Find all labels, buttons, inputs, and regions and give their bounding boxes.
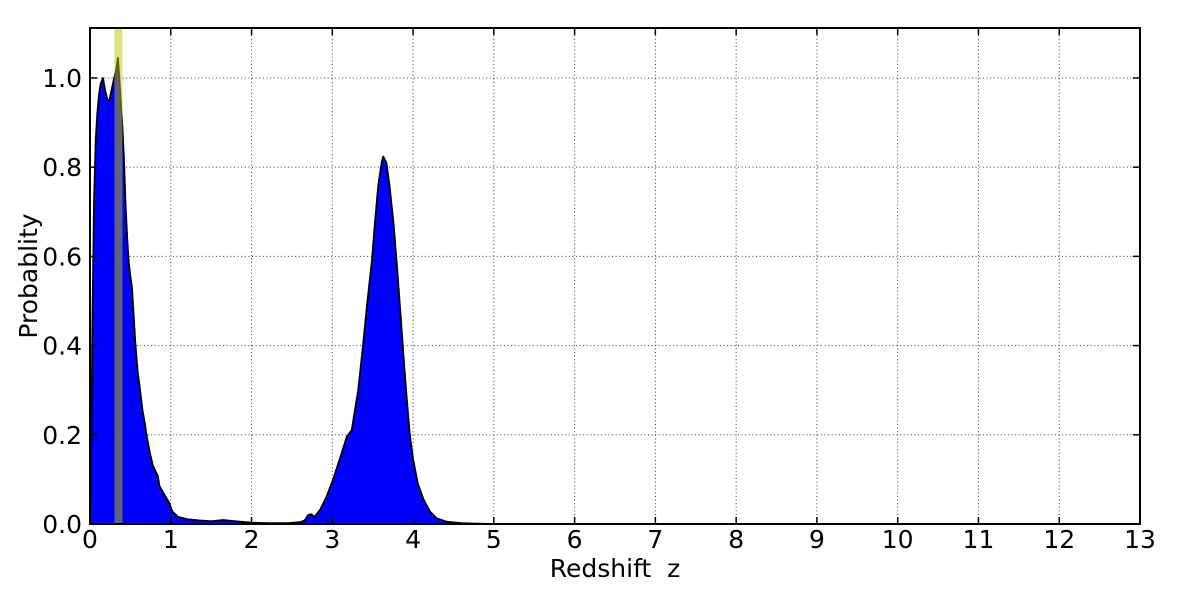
y-tick-label-0.8: 0.8 xyxy=(42,153,82,182)
x-tick-label-0: 0 xyxy=(82,525,98,554)
x-tick-label-7: 7 xyxy=(647,525,663,554)
y-tick-label-0.6: 0.6 xyxy=(42,242,82,271)
y-tick-label-1.0: 1.0 xyxy=(42,64,82,93)
x-tick-label-2: 2 xyxy=(244,525,260,554)
redshift-probability-pdf xyxy=(89,57,1141,525)
x-tick-label-9: 9 xyxy=(809,525,825,554)
y-tick-label-0.2: 0.2 xyxy=(42,421,82,450)
x-axis-label: Redshift z xyxy=(550,554,681,583)
series-layer xyxy=(89,57,1141,525)
x-tick-label-8: 8 xyxy=(728,525,744,554)
annotation-layer xyxy=(114,28,123,524)
x-tick-label-10: 10 xyxy=(882,525,914,554)
x-tick-label-1: 1 xyxy=(163,525,179,554)
x-tick-label-11: 11 xyxy=(963,525,995,554)
grid-layer xyxy=(90,28,1140,524)
x-tick-label-5: 5 xyxy=(486,525,502,554)
x-tick-label-13: 13 xyxy=(1124,525,1156,554)
x-tick-label-4: 4 xyxy=(405,525,421,554)
tick-label-layer: 0 1 2 3 4 5 6 7 8 9 10 11 12 130.00.20.40.60.81.0 xyxy=(42,64,1156,554)
x-tick-label-12: 12 xyxy=(1043,525,1075,554)
spec-z-marker-band xyxy=(114,28,123,524)
y-tick-label-0.0: 0.0 xyxy=(42,510,82,539)
axes-frame-layer xyxy=(89,27,1141,525)
x-tick-label-6: 6 xyxy=(567,525,583,554)
y-tick-label-0.4: 0.4 xyxy=(42,332,82,361)
y-axis-label: Probablity xyxy=(14,213,43,338)
plot-frame xyxy=(89,27,1141,525)
x-tick-label-3: 3 xyxy=(324,525,340,554)
